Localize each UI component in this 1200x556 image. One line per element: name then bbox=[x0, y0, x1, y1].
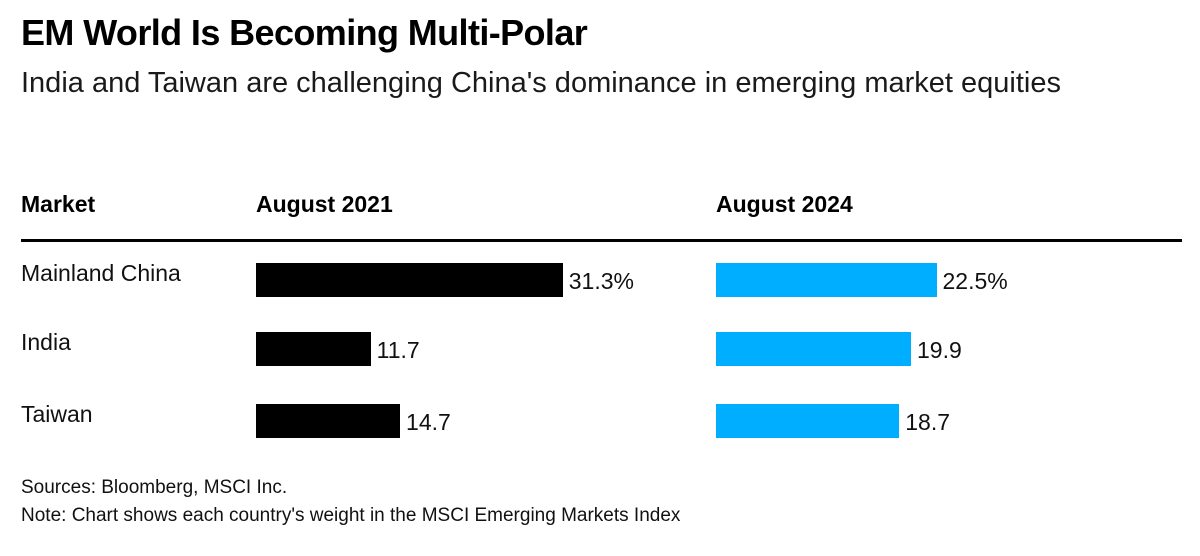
bar-august-2024-india bbox=[716, 332, 912, 366]
bar-august-2024-mainland-china bbox=[716, 263, 937, 297]
value-label-august-2024-mainland-china: 22.5% bbox=[942, 268, 1008, 294]
bar-august-2021-taiwan bbox=[256, 404, 401, 438]
value-label-august-2024-india: 19.9 bbox=[917, 337, 962, 363]
series-header-august-2024: August 2024 bbox=[716, 191, 853, 217]
value-label-august-2021-india: 11.7 bbox=[376, 337, 420, 363]
bar-august-2021-india bbox=[256, 332, 371, 366]
sources-note: Sources: Bloomberg, MSCI Inc. bbox=[21, 477, 288, 498]
value-label-august-2024-taiwan: 18.7 bbox=[905, 409, 951, 435]
chart-title: EM World Is Becoming Multi-Polar bbox=[21, 12, 588, 53]
bar-august-2024-taiwan bbox=[716, 404, 900, 438]
row-label-taiwan: Taiwan bbox=[21, 401, 93, 427]
value-label-august-2021-taiwan: 14.7 bbox=[406, 409, 451, 435]
series-header-august-2021: August 2021 bbox=[256, 191, 393, 217]
value-label-august-2021-mainland-china: 31.3% bbox=[568, 268, 634, 294]
bar-august-2021-mainland-china bbox=[256, 263, 563, 297]
header-rule bbox=[21, 239, 1182, 242]
chart-subtitle: India and Taiwan are challenging China's… bbox=[21, 67, 1061, 99]
row-label-india: India bbox=[21, 329, 71, 355]
market-column-header: Market bbox=[21, 191, 96, 217]
methodology-note: Note: Chart shows each country's weight … bbox=[21, 505, 681, 526]
row-label-mainland-china: Mainland China bbox=[21, 260, 181, 286]
